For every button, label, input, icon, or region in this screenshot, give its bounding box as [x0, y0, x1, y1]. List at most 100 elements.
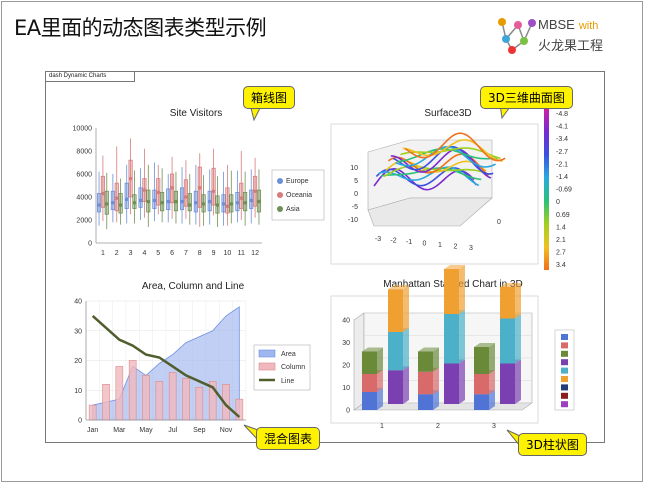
- box-plot-mean-marker: [170, 186, 174, 190]
- manhattan-3d-legend-swatch: [561, 367, 568, 374]
- manhattan-3d-legend-swatch: [561, 334, 568, 340]
- manhattan-3d-segment-top: [444, 265, 465, 269]
- box-plot-y-tick-label: 8000: [76, 149, 92, 156]
- box-plot-mean-marker: [138, 198, 143, 203]
- manhattan-3d-segment-side: [459, 265, 465, 314]
- column-series-bar: [142, 375, 150, 421]
- manhattan-3d-segment-side: [403, 285, 409, 332]
- area-column-line-y-tick-label: 40: [74, 299, 82, 306]
- surface-3d-mesh-line: [402, 139, 503, 162]
- box-plot-box: [110, 190, 115, 211]
- box-plot-y-tick-label: 6000: [76, 172, 92, 179]
- manhattan-3d-segment-side: [459, 310, 465, 364]
- box-plot-mean-marker: [166, 199, 171, 204]
- box-plot-mean-marker: [184, 195, 188, 199]
- box-plot-mean-marker: [201, 202, 206, 206]
- box-plot-mean-marker: [132, 200, 137, 205]
- manhattan-3d-legend-swatch: [561, 350, 568, 357]
- box-plot-mean-marker: [187, 203, 192, 207]
- surface-3d-colorbar-label: -2.7: [556, 149, 568, 156]
- surface-3d-colorbar-label: 0: [556, 199, 560, 206]
- line-series: [91, 314, 241, 418]
- box-plot-box: [183, 179, 188, 207]
- box-plot-mean-marker: [160, 200, 164, 205]
- box-plot-mean-marker: [194, 200, 198, 205]
- surface-3d-x-tick-label: 1: [438, 242, 442, 249]
- box-plot-box: [124, 182, 129, 209]
- manhattan-3d-segment-side: [459, 359, 465, 404]
- box-plot-x-tick-label: 3: [129, 250, 133, 257]
- box-plot-x-tick-label: 7: [184, 250, 188, 257]
- box-plot-legend-swatch: [277, 178, 283, 184]
- manhattan-3d-x-tick-label: 1: [380, 423, 384, 430]
- legend-swatch-area: [258, 349, 276, 358]
- manhattan-3d-segment-side: [433, 367, 439, 395]
- column-series-bar: [88, 404, 97, 421]
- box-plot-mean-marker: [146, 199, 151, 204]
- manhattan-3d-segment-front: [474, 374, 489, 395]
- manhattan-3d-segment-front: [500, 318, 515, 364]
- box-plot-mean-marker: [180, 199, 184, 204]
- box-plot-mean-marker: [101, 191, 105, 196]
- surface-3d-colorbar-label: -2.1: [556, 161, 568, 168]
- surface-3d-colorbar-label: -4.8: [556, 111, 568, 118]
- surface-3d-colorbar-label: 2.1: [556, 237, 566, 244]
- box-plot-y-tick-label: 2000: [76, 218, 92, 225]
- legend-label-column: Column: [281, 364, 305, 371]
- area-column-line-y-tick-label: 10: [74, 388, 82, 395]
- manhattan-3d-y-tick-label: 40: [342, 318, 350, 325]
- box-plot-mean-marker: [249, 198, 254, 203]
- manhattan-3d-segment-side: [515, 359, 521, 404]
- box-plot-mean-marker: [257, 199, 261, 204]
- area-column-line-x-tick-label: Jul: [168, 427, 177, 434]
- manhattan-3d-segment-side: [489, 343, 495, 374]
- box-plot-mean-marker: [118, 203, 123, 207]
- area-column-line-x-tick-label: Sep: [193, 427, 206, 434]
- surface-3d-title: Surface3D: [424, 108, 471, 119]
- surface-3d-colorbar-label: -3.4: [556, 136, 568, 143]
- column-series-bar: [155, 381, 164, 421]
- surface-3d-colorbar-label: -4.1: [556, 124, 568, 131]
- logo: MBSE with 火龙果工程: [494, 13, 634, 57]
- box-plot-mean-marker: [174, 199, 178, 204]
- area-column-line-x-tick-label: Nov: [220, 427, 233, 434]
- box-plot-legend-label: Europe: [286, 178, 309, 185]
- manhattan-3d-segment-front: [444, 363, 459, 404]
- callout-mixed-chart: 混合图表: [256, 427, 321, 450]
- box-plot-mean-marker: [225, 204, 230, 208]
- box-plot-legend-label: Asia: [286, 206, 300, 213]
- area-column-line-title: Area, Column and Line: [142, 281, 245, 292]
- box-plot-x-tick-label: 9: [212, 250, 216, 257]
- box-plot-mean-marker: [128, 176, 133, 181]
- manhattan-3d-segment-front: [500, 363, 515, 404]
- box-plot-box: [96, 193, 102, 213]
- column-series-bar: [168, 372, 177, 421]
- surface-3d-colorbar-label: 2.7: [556, 250, 566, 257]
- manhattan-3d-segment-front: [418, 394, 433, 410]
- callout-box-plot: 箱线图: [243, 86, 296, 109]
- box-plot-x-tick-label: 2: [115, 250, 119, 257]
- surface-3d-depth-tick-label: 0: [497, 219, 501, 226]
- box-plot-y-tick-label: 10000: [73, 126, 93, 133]
- diagram-tab[interactable]: dash Dynamic Charts: [45, 71, 135, 82]
- area-column-line-x-tick-label: Jan: [87, 427, 98, 434]
- callout-surface-3d: 3D三维曲面图: [480, 86, 573, 109]
- logo-brand: MBSE with: [538, 17, 599, 32]
- surface-3d-mesh-line: [397, 148, 499, 163]
- surface-3d-x-tick-label: -1: [406, 239, 412, 246]
- manhattan-3d-segment-top: [500, 283, 521, 287]
- manhattan-3d-segment-side: [403, 328, 409, 371]
- box-plot-mean-marker: [235, 200, 240, 205]
- box-plot-mean-marker: [211, 189, 216, 194]
- box-plot-mean-marker: [156, 190, 161, 195]
- manhattan-3d-legend-swatch: [561, 342, 568, 349]
- logo-subtitle: 火龙果工程: [538, 39, 604, 54]
- manhattan-3d-y-tick-label: 0: [346, 408, 350, 415]
- manhattan-3d-segment-front: [388, 332, 403, 371]
- surface-3d-mesh-line: [390, 148, 492, 179]
- box-plot-box: [239, 182, 244, 209]
- box-plot-mean-marker: [104, 202, 109, 206]
